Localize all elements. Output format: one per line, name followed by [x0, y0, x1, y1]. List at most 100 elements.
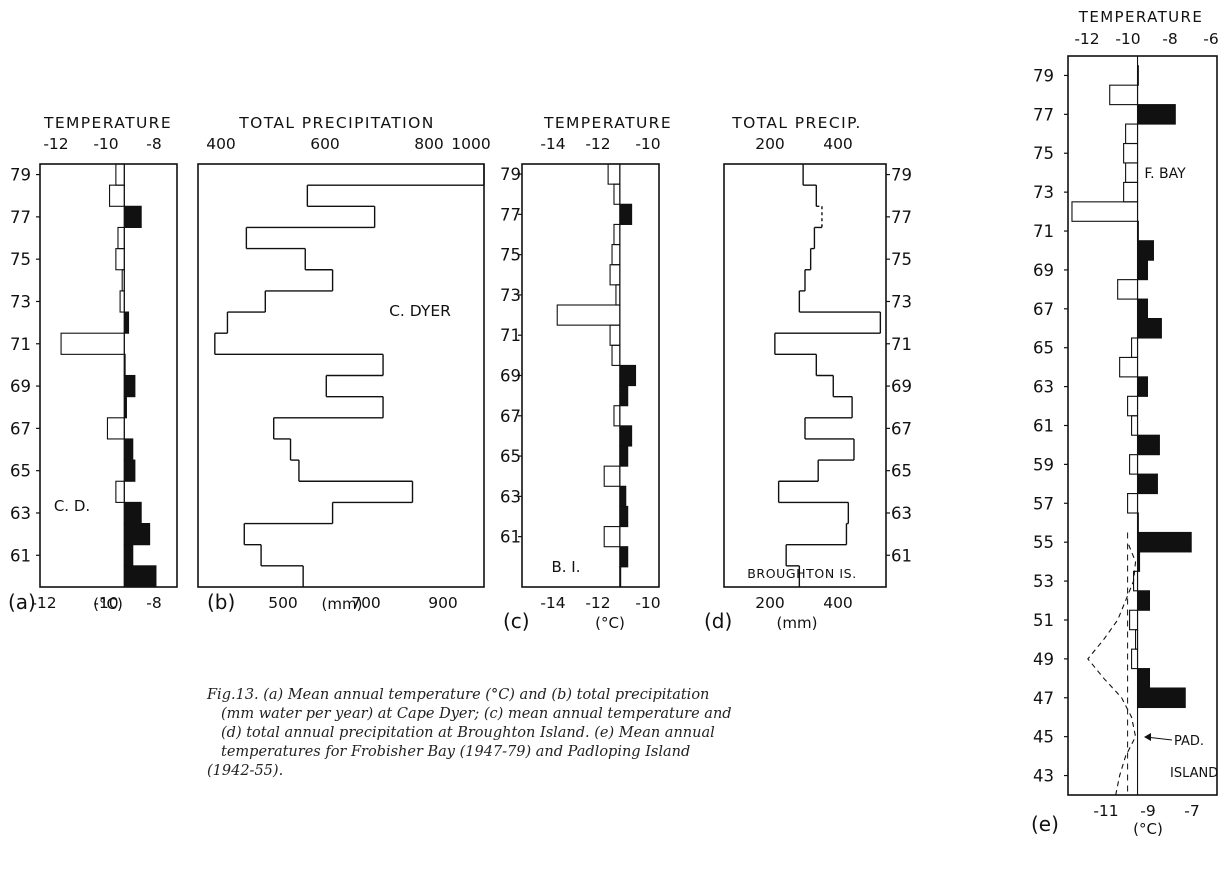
station-label: BROUGHTON IS.: [747, 566, 857, 581]
panel-letter: (b): [207, 590, 235, 614]
panel-e-frobisher-padloping-temperature: 79 77 75 73 71 69 67 65 63 61 59 57 55 53 51 49 47 45 43 TE…: [1031, 8, 1219, 838]
bottom-tick-label: -10: [93, 594, 118, 612]
plot-frame: [197, 163, 485, 588]
temperature-bar: [60, 332, 125, 355]
year-label: 61: [891, 546, 912, 565]
temperature-bar: [603, 465, 621, 487]
temperature-bar: [619, 546, 629, 568]
temperature-bar: [123, 438, 134, 461]
temperature-bar: [1131, 648, 1139, 670]
temperature-bar: [1136, 531, 1192, 553]
temperature-bar: [1125, 162, 1139, 183]
temperature-bar: [1136, 240, 1154, 261]
year-label: 73: [1033, 183, 1054, 202]
year-label: 65: [10, 462, 31, 481]
panel-letter: (e): [1031, 812, 1059, 836]
temperature-bar: [1129, 609, 1139, 631]
temperature-bar: [619, 385, 629, 407]
temperature-bar: [619, 425, 633, 447]
bottom-tick-label: -12: [31, 594, 56, 612]
axis-title: TEMPERATURE: [543, 114, 672, 132]
year-label: 63: [891, 504, 912, 523]
panel-a-cape-dyer-temperature: 79 77 75 73 71 69 67 65 63 61 TEMPERATURE -12 -10 -8 -…: [8, 114, 178, 614]
year-label: 69: [10, 377, 31, 396]
temperature-bar: [613, 223, 621, 246]
temperature-bar: [1117, 279, 1139, 300]
temperature-bar: [603, 526, 621, 548]
temperature-bar: [613, 183, 621, 205]
year-label: 77: [891, 208, 912, 227]
temperature-bar: [619, 505, 629, 528]
year-label: 77: [500, 205, 521, 224]
bottom-tick-label: 700: [351, 594, 381, 612]
unit-label: (°C): [1133, 820, 1163, 838]
top-tick-label: -14: [540, 135, 565, 153]
year-label: 43: [1033, 767, 1054, 786]
bottom-tick-label: -11: [1093, 802, 1118, 820]
year-label: 65: [891, 462, 912, 481]
bottom-tick-label: -10: [635, 594, 660, 612]
temperature-bar: [1119, 356, 1139, 378]
year-label: 71: [891, 335, 912, 354]
temperature-bar: [1109, 84, 1139, 106]
bottom-tick-label: 900: [428, 594, 458, 612]
bottom-tick-label: -14: [540, 594, 565, 612]
station-label: C. D.: [54, 497, 90, 515]
temperature-bar: [123, 522, 151, 546]
station-label-frobisher: F. BAY: [1144, 166, 1186, 182]
year-label: 73: [500, 286, 521, 305]
temperature-bar: [1136, 687, 1186, 709]
temperature-bar: [619, 364, 637, 387]
year-label: 69: [891, 377, 912, 396]
top-tick-label: 200: [755, 135, 785, 153]
unit-label: (mm): [777, 614, 818, 632]
year-label: 79: [10, 166, 31, 185]
temperature-bar: [611, 244, 621, 266]
year-label: 73: [891, 292, 912, 311]
temperature-bar: [123, 501, 142, 525]
year-label: 53: [1033, 572, 1054, 591]
station-label: B. I.: [551, 558, 580, 576]
temperature-bar: [1136, 434, 1160, 456]
padloping-dashed-line: [1087, 541, 1137, 796]
temperature-bar: [607, 163, 621, 185]
caption-line: (1942-55).: [207, 763, 284, 779]
temperature-bar: [1123, 142, 1139, 164]
temperature-bar: [1136, 668, 1151, 689]
temperature-bar: [619, 203, 633, 225]
caption-line: (d) total annual precipitation at Brough…: [221, 725, 715, 741]
year-label: 79: [1033, 66, 1054, 85]
axis-title: TEMPERATURE: [1078, 8, 1203, 26]
caption-line: (mm water per year) at Cape Dyer; (c) me…: [221, 706, 732, 722]
temperature-bar: [619, 485, 627, 507]
top-tick-label: 800: [414, 135, 444, 153]
temperature-bar: [613, 405, 621, 427]
temperature-bar: [119, 290, 125, 313]
bottom-tick-label: 400: [823, 594, 853, 612]
year-label: 57: [1033, 494, 1054, 513]
axis-title: TOTAL PRECIPITATION: [238, 114, 434, 132]
year-label: 65: [1033, 339, 1054, 358]
station-label: C. DYER: [389, 302, 451, 320]
temperature-bar: [619, 445, 629, 467]
top-tick-label: 600: [310, 135, 340, 153]
top-tick-label: 400: [823, 135, 853, 153]
axis-title: TEMPERATURE: [43, 114, 172, 132]
year-label: 45: [1033, 728, 1054, 747]
temperature-bar: [1127, 493, 1139, 514]
temperature-bar: [1136, 298, 1149, 320]
top-tick-label: -6: [1203, 30, 1218, 48]
temperature-bar: [123, 459, 136, 482]
unit-label: (°C): [93, 595, 123, 613]
top-tick-label: -10: [1115, 30, 1140, 48]
year-label: 67: [10, 419, 31, 438]
temperature-bar: [1125, 123, 1139, 145]
year-label: 67: [1033, 300, 1054, 319]
caption-line: temperatures for Frobisher Bay (1947-79)…: [221, 744, 691, 760]
padloping-arrow-head: [1144, 733, 1151, 741]
year-label: 71: [1033, 222, 1054, 241]
year-label: 75: [891, 250, 912, 269]
temperature-bar: [556, 304, 621, 326]
top-tick-label: -12: [43, 135, 68, 153]
